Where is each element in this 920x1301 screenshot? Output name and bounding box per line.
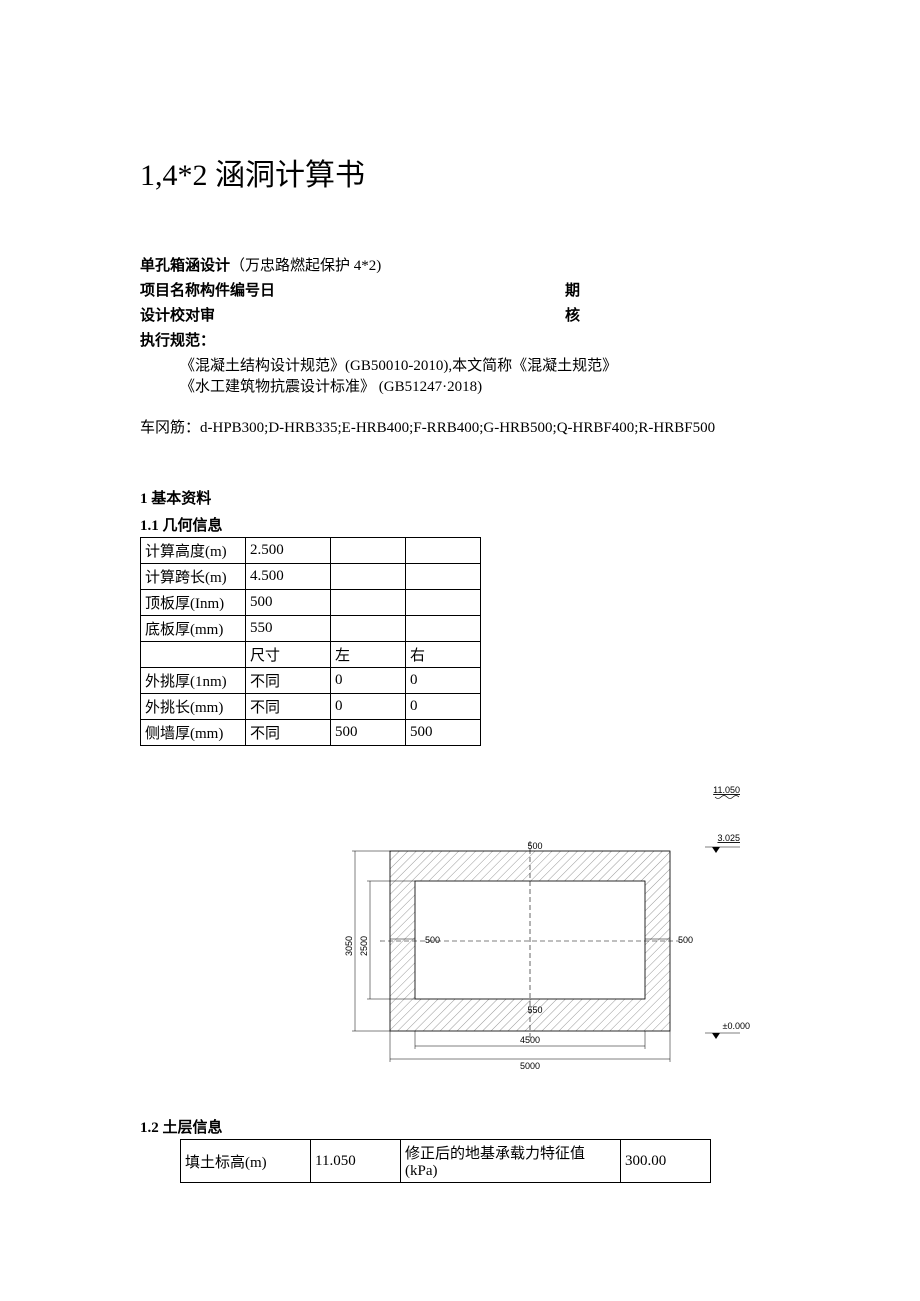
meta-block: 单孔箱涵设计 （万忠路燃起保护 4*2) 项目名称构件编号日 期 设计校对审 核… — [140, 254, 860, 437]
dim-wall-right: 500 — [678, 935, 693, 945]
dim-top-thick: 500 — [527, 841, 542, 851]
table-row: 外挑长(mm) 不同 0 0 — [141, 694, 481, 720]
culvert-diagram: 11.050 3.025 ±0.000 — [140, 781, 860, 1086]
section-1-2: 1.2 土层信息 — [140, 1116, 860, 1137]
design-label: 单孔箱涵设计 — [140, 254, 230, 275]
elev-mid: 3.025 — [717, 833, 740, 843]
rebar-line: 车冈筋：d-HPB300;D-HRB335;E-HRB400;F-RRB400;… — [140, 416, 860, 437]
soil-table: 填土标高(m) 11.050 修正后的地基承载力特征值(kPa) 300.00 — [180, 1139, 711, 1183]
section-1: 1 基本资料 — [140, 487, 860, 508]
spec-line-2: 《水工建筑物抗震设计标准》 (GB51247·2018) — [140, 375, 860, 396]
design-check-label: 设计校对审 — [140, 304, 215, 325]
table-row: 外挑厚(1nm) 不同 0 0 — [141, 668, 481, 694]
dim-height-inner: 2500 — [359, 936, 369, 956]
dim-bottom-thick: 550 — [527, 1005, 542, 1015]
approve-label: 核 — [565, 304, 860, 325]
table-row: 尺寸 左 右 — [141, 642, 481, 668]
dim-width-inner: 4500 — [520, 1035, 540, 1045]
spec-label: 执行规范： — [140, 329, 215, 350]
section-1-1: 1.1 几何信息 — [140, 514, 860, 535]
table-row: 填土标高(m) 11.050 修正后的地基承载力特征值(kPa) 300.00 — [181, 1140, 711, 1183]
table-row: 底板厚(mm) 550 — [141, 616, 481, 642]
table-row: 顶板厚(Inm) 500 — [141, 590, 481, 616]
table-row: 计算跨长(m) 4.500 — [141, 564, 481, 590]
doc-title: 1,4*2 涵洞计算书 — [140, 150, 860, 194]
table-row: 侧墙厚(mm) 不同 500 500 — [141, 720, 481, 746]
spec-line-1: 《混凝土结构设计规范》(GB50010-2010),本文简称《混凝土规范》 — [140, 354, 860, 375]
date-label: 期 — [565, 279, 860, 300]
geometry-table: 计算高度(m) 2.500 计算跨长(m) 4.500 顶板厚(Inm) 500… — [140, 537, 481, 746]
elev-bottom: ±0.000 — [723, 1021, 750, 1031]
table-row: 计算高度(m) 2.500 — [141, 538, 481, 564]
dim-height-outer: 3050 — [344, 936, 354, 956]
dim-wall-left: 500 — [425, 935, 440, 945]
dim-width-outer: 5000 — [520, 1061, 540, 1071]
elev-top: 11.050 — [713, 785, 740, 795]
project-label: 项目名称构件编号日 — [140, 279, 275, 300]
design-sub: （万忠路燃起保护 4*2) — [230, 254, 381, 275]
